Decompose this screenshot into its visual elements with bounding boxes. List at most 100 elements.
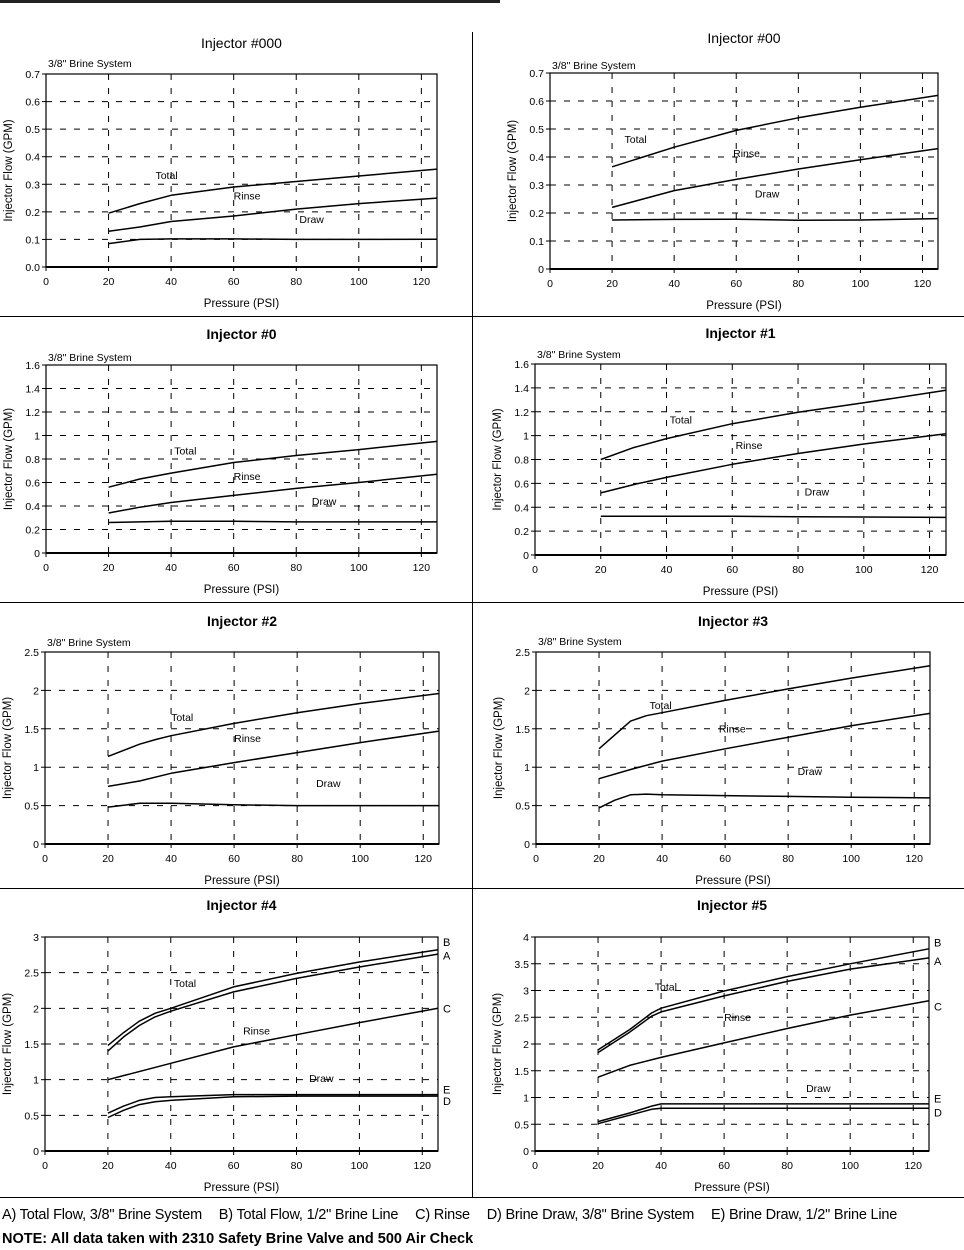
y-tick-label: 2: [523, 1039, 529, 1051]
x-tick-label: 40: [165, 853, 177, 865]
y-tick-label: 3: [33, 932, 39, 944]
x-tick-label: 100: [855, 564, 873, 576]
x-tick-label: 60: [719, 853, 731, 865]
y-tick-label: 0.6: [514, 478, 529, 490]
y-tick-label: 1.2: [514, 407, 529, 419]
y-tick-label: 2.5: [514, 1012, 529, 1024]
y-tick-label: 0.0: [25, 262, 40, 274]
series-end-label: A: [443, 951, 451, 963]
y-tick-label: 0.4: [25, 501, 40, 513]
x-tick-label: 40: [165, 1160, 177, 1172]
legend-item-a: A) Total Flow, 3/8" Brine System: [2, 1207, 202, 1223]
y-tick-label: 0.3: [529, 180, 544, 192]
series-line-draw: [108, 238, 438, 245]
x-tick-label: 20: [592, 1160, 604, 1172]
x-tick-label: 20: [595, 564, 607, 576]
y-tick-label: 3.5: [514, 959, 529, 971]
x-tick-label: 100: [350, 562, 368, 574]
y-tick-label: 3: [523, 986, 529, 998]
series-annotation: Draw: [806, 1083, 831, 1095]
y-tick-label: 1: [524, 762, 530, 774]
series-annotation: Total: [649, 700, 671, 712]
y-tick-label: 0.7: [25, 69, 40, 81]
x-tick-label: 40: [165, 562, 177, 574]
series-annotation: Rinse: [234, 471, 261, 483]
y-tick-label: 0: [523, 550, 529, 562]
top-rule: [0, 0, 500, 3]
chart-injector-6: Injector #4 0 0.5 1 1.5 2 2.5 3 0 20 40 60 80 100 120 P…: [2, 897, 451, 1194]
x-tick-label: 40: [655, 1160, 667, 1172]
series-line-c: [597, 999, 930, 1078]
x-tick-label: 0: [547, 278, 553, 290]
chart-subtitle: 3/8" Brine System: [47, 637, 131, 649]
x-tick-label: 80: [291, 853, 303, 865]
y-tick-label: 1: [523, 431, 529, 443]
row-divider: [0, 888, 964, 889]
y-tick-label: 1: [33, 762, 39, 774]
chart-injector-4: Injector #2 3/8" Brine System 0 0.5 1 1.5 2 2.5…: [2, 613, 440, 887]
chart-injector-2: Injector #0 3/8" Brine System 0 0.2 0.4 0.6 0.…: [3, 326, 438, 596]
chart-subtitle: 3/8" Brine System: [48, 352, 132, 364]
series-annotation: Draw: [755, 189, 780, 201]
y-tick-label: 0.4: [514, 502, 529, 514]
chart-injector-7: Injector #500.511.522.533.540 20 40 60 80 100…: [492, 897, 942, 1194]
y-tick-label: 1.5: [514, 1066, 529, 1078]
x-tick-label: 40: [661, 564, 673, 576]
y-tick-label: 0.6: [529, 96, 544, 108]
series-end-label: B: [934, 937, 941, 949]
x-tick-label: 60: [228, 562, 240, 574]
x-tick-label: 100: [351, 853, 369, 865]
series-line-rinse: [107, 730, 440, 788]
x-tick-label: 60: [718, 1160, 730, 1172]
x-tick-label: 0: [533, 853, 539, 865]
series-annotation: Total: [174, 978, 196, 990]
series-annotation: Draw: [309, 1073, 334, 1085]
series-line-rinse: [600, 433, 947, 494]
y-tick-label: 0.6: [25, 478, 40, 490]
row-divider: [0, 316, 964, 317]
series-line-a: [107, 953, 439, 1052]
x-tick-label: 120: [413, 276, 431, 288]
y-axis-label: Injector Flow (GPM): [492, 993, 504, 1095]
y-tick-label: 0.2: [514, 526, 529, 538]
series-line-rinse: [598, 712, 931, 780]
series-annotation: Total: [624, 134, 646, 146]
x-tick-label: 20: [593, 853, 605, 865]
series-line-draw: [107, 802, 439, 808]
x-axis-label: Pressure (PSI): [204, 584, 280, 596]
y-axis-label: Injector Flow (GPM): [3, 119, 15, 221]
x-tick-label: 0: [43, 276, 49, 288]
chart-injector-1: Injector #00 3/8" Brine System 0 0.1 0.2 0.3 0…: [507, 30, 939, 312]
series-end-label: C: [934, 1002, 942, 1014]
legend-item-c: C) Rinse: [415, 1207, 470, 1223]
series-line-total: [108, 440, 438, 488]
x-axis-label: Pressure (PSI): [204, 298, 280, 310]
x-axis-label: Pressure (PSI): [204, 1182, 280, 1194]
y-tick-label: 0: [33, 1146, 39, 1158]
y-tick-label: 2: [33, 1003, 39, 1015]
x-tick-label: 120: [914, 278, 932, 290]
x-tick-label: 20: [103, 276, 115, 288]
series-line-total: [600, 389, 947, 461]
y-tick-label: 0.2: [529, 208, 544, 220]
legend-item-e: E) Brine Draw, 1/2" Brine Line: [711, 1207, 898, 1223]
x-tick-label: 20: [103, 562, 115, 574]
y-tick-label: 2.5: [24, 968, 39, 980]
series-legend: A) Total Flow, 3/8" Brine System B) Tota…: [2, 1207, 910, 1223]
x-tick-label: 40: [165, 276, 177, 288]
y-axis-label: Injector Flow (GPM): [2, 993, 14, 1095]
series-annotation: Draw: [299, 214, 324, 226]
x-axis-label: Pressure (PSI): [706, 300, 782, 312]
series-end-label: B: [443, 937, 450, 949]
y-tick-label: 0.5: [529, 124, 544, 136]
y-tick-label: 1.5: [24, 1039, 39, 1051]
series-annotation: Draw: [798, 766, 823, 778]
plot-area-frame: [549, 72, 939, 270]
series-line-rinse: [108, 197, 438, 232]
x-tick-label: 60: [228, 853, 240, 865]
y-tick-label: 1.4: [514, 383, 529, 395]
y-tick-label: 0.5: [24, 801, 39, 813]
x-tick-label: 60: [730, 278, 742, 290]
x-tick-label: 120: [904, 1160, 922, 1172]
y-tick-label: 1.6: [514, 359, 529, 371]
